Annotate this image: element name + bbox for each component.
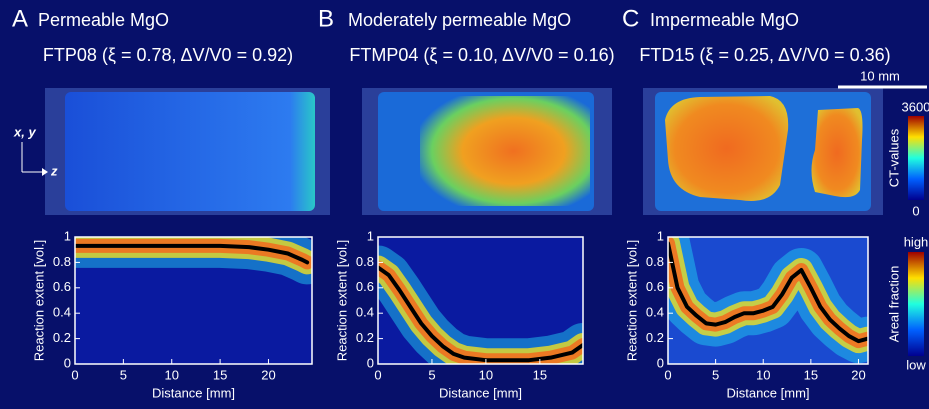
y-tick-label: 1 xyxy=(367,228,374,243)
fraction-colorbar: high low Areal fraction xyxy=(886,234,928,372)
plot-frame xyxy=(377,236,584,365)
y-tick-label: 0.8 xyxy=(646,254,664,269)
data-line xyxy=(378,265,583,363)
panel-letter: C xyxy=(622,5,639,32)
x-tick-label: 5 xyxy=(120,367,127,382)
orientation: x, y z xyxy=(13,124,58,178)
x-tick-label: 5 xyxy=(712,367,719,382)
plot-content xyxy=(668,237,868,364)
panel-letter: B xyxy=(318,5,334,32)
x-tick-label: 10 xyxy=(479,367,493,382)
panel-title: Moderately permeable MgO xyxy=(348,10,571,30)
scale-bar-label: 10 mm xyxy=(860,68,900,83)
panel-letter: A xyxy=(12,5,28,32)
x-tick-label: 10 xyxy=(756,367,770,382)
panel-subtitle: FTP08 (ξ = 0.78, ΔV/V0 = 0.92) xyxy=(43,45,293,65)
axis-z: z xyxy=(50,163,58,178)
y-tick-label: 0 xyxy=(64,355,71,370)
y-axis-label: Reaction extent [vol.] xyxy=(334,240,349,361)
x-tick-label: 0 xyxy=(374,367,381,382)
ct-max: 3600 xyxy=(902,99,929,114)
y-axis-label: Reaction extent [vol.] xyxy=(31,240,46,361)
y-tick-label: 0 xyxy=(367,355,374,370)
x-tick-label: 10 xyxy=(165,367,179,382)
ct-label: CT-values xyxy=(886,128,901,187)
x-tick-label: 0 xyxy=(664,367,671,382)
y-tick-label: 1 xyxy=(657,228,664,243)
y-tick-label: 0.2 xyxy=(53,330,71,345)
fraction-label: Areal fraction xyxy=(886,266,901,343)
x-axis-label: Distance [mm] xyxy=(726,385,809,400)
y-tick-label: 0.4 xyxy=(53,305,71,320)
y-tick-label: 0 xyxy=(657,355,664,370)
plot-content xyxy=(378,245,583,364)
y-axis-label: Reaction extent [vol.] xyxy=(624,240,639,361)
plot-content xyxy=(75,237,312,285)
y-tick-label: 0.8 xyxy=(53,254,71,269)
y-tick-label: 0.2 xyxy=(356,330,374,345)
plot-frame xyxy=(667,236,869,365)
y-tick-label: 0.6 xyxy=(53,279,71,294)
y-tick-label: 0.2 xyxy=(646,330,664,345)
x-tick-label: 5 xyxy=(428,367,435,382)
y-tick-label: 0.4 xyxy=(356,305,374,320)
x-tick-label: 20 xyxy=(851,367,865,382)
data-line xyxy=(668,241,868,344)
y-tick-label: 0.6 xyxy=(646,279,664,294)
panel: C Impermeable MgO FTD15 (ξ = 0.25, ΔV/V0 =… xyxy=(622,5,891,400)
x-tick-label: 15 xyxy=(804,367,818,382)
fraction-high: high xyxy=(904,234,929,249)
x-axis-label: Distance [mm] xyxy=(152,385,235,400)
plot-frame xyxy=(74,236,313,365)
panel-subtitle: FTD15 (ξ = 0.25, ΔV/V0 = 0.36) xyxy=(639,45,890,65)
ct-image-c xyxy=(643,88,883,215)
y-tick-label: 1 xyxy=(64,228,71,243)
panel: B Moderately permeable MgO FTMP04 (ξ = 0.1… xyxy=(318,5,615,400)
x-tick-label: 20 xyxy=(261,367,275,382)
y-tick-label: 0.8 xyxy=(356,254,374,269)
panel-title: Permeable MgO xyxy=(38,10,169,30)
ct-image-b xyxy=(362,88,612,215)
ct-colorbar: 3600 0 CT-values xyxy=(886,99,929,218)
x-tick-label: 15 xyxy=(213,367,227,382)
x-tick-label: 15 xyxy=(533,367,547,382)
panel-subtitle: FTMP04 (ξ = 0.10, ΔV/V0 = 0.16) xyxy=(349,45,614,65)
ct-image-a xyxy=(45,88,330,215)
scale-bar: 10 mm xyxy=(838,68,927,89)
panel: A Permeable MgO FTP08 (ξ = 0.78, ΔV/V0 = 0… xyxy=(12,5,313,400)
y-tick-label: 0.6 xyxy=(356,279,374,294)
x-tick-label: 0 xyxy=(71,367,78,382)
panel-title: Impermeable MgO xyxy=(650,10,799,30)
y-tick-label: 0.4 xyxy=(646,305,664,320)
x-axis-label: Distance [mm] xyxy=(439,385,522,400)
fraction-low: low xyxy=(906,357,926,372)
axis-xy: x, y xyxy=(13,124,36,139)
ct-min: 0 xyxy=(912,203,919,218)
data-line xyxy=(75,243,310,265)
